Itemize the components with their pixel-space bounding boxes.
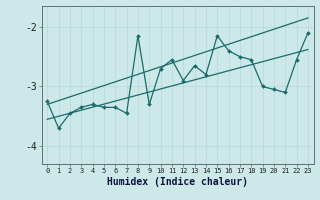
X-axis label: Humidex (Indice chaleur): Humidex (Indice chaleur) [107, 177, 248, 187]
